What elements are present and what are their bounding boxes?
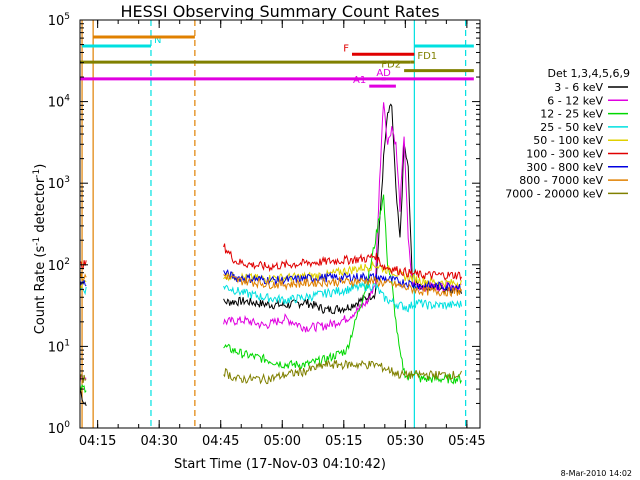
- x-axis: 04:15 04:30 04:45 05:00 05:15 05:30 05:45: [79, 20, 486, 449]
- series-line: [80, 359, 462, 385]
- x-tick-label: 05:00: [264, 434, 301, 449]
- plot-frame: [79, 19, 481, 429]
- x-tick-label: 04:30: [140, 434, 177, 449]
- series-line: [80, 273, 462, 298]
- legend-label: 800 - 7000 keV: [519, 174, 603, 187]
- legend-label: 7000 - 20000 keV: [505, 187, 603, 200]
- x-tick-label: 04:45: [202, 434, 239, 449]
- flag-label: FD1: [417, 51, 437, 62]
- legend-label: 3 - 6 keV: [554, 81, 603, 94]
- y-tick-label: 105: [48, 12, 70, 29]
- y-tick-label: 103: [48, 175, 70, 192]
- y-tick-label: 100: [48, 420, 71, 437]
- flag-label: FD2: [381, 60, 401, 71]
- legend-label: 25 - 50 keV: [540, 121, 603, 134]
- y-axis: 100 101 102 103 104 105: [48, 12, 480, 437]
- legend-label: 300 - 800 keV: [526, 161, 603, 174]
- chart-title: HESSI Observing Summary Count Rates: [120, 2, 439, 21]
- flag-label: N: [154, 35, 161, 46]
- x-tick-label: 05:30: [387, 434, 424, 449]
- legend-label: 100 - 300 keV: [526, 148, 603, 161]
- footer-timestamp: 8-Mar-2010 14:02: [561, 469, 632, 478]
- y-axis-label: Count Rate (s-1 detector-1): [32, 164, 48, 335]
- y-tick-label: 102: [48, 257, 70, 274]
- plot-content: [80, 20, 467, 428]
- legend-label: 50 - 100 keV: [533, 134, 603, 147]
- flag-label: A1: [353, 75, 366, 86]
- legend-label: 12 - 25 keV: [540, 108, 603, 121]
- series-line: [80, 268, 462, 292]
- flag-label: F: [343, 43, 349, 54]
- series-line: [80, 102, 462, 383]
- flag-label: AD: [376, 68, 391, 79]
- series-line: [80, 194, 462, 394]
- x-axis-label: Start Time (17-Nov-03 04:10:42): [174, 457, 386, 472]
- legend-label: 6 - 12 keV: [547, 94, 603, 107]
- x-tick-label: 05:45: [448, 434, 485, 449]
- x-tick-label: 05:15: [325, 434, 362, 449]
- legend-header: Det 1,3,4,5,6,9: [547, 67, 630, 80]
- x-tick-label: 04:15: [79, 434, 116, 449]
- y-tick-label: 104: [48, 94, 71, 111]
- y-tick-label: 101: [48, 338, 70, 355]
